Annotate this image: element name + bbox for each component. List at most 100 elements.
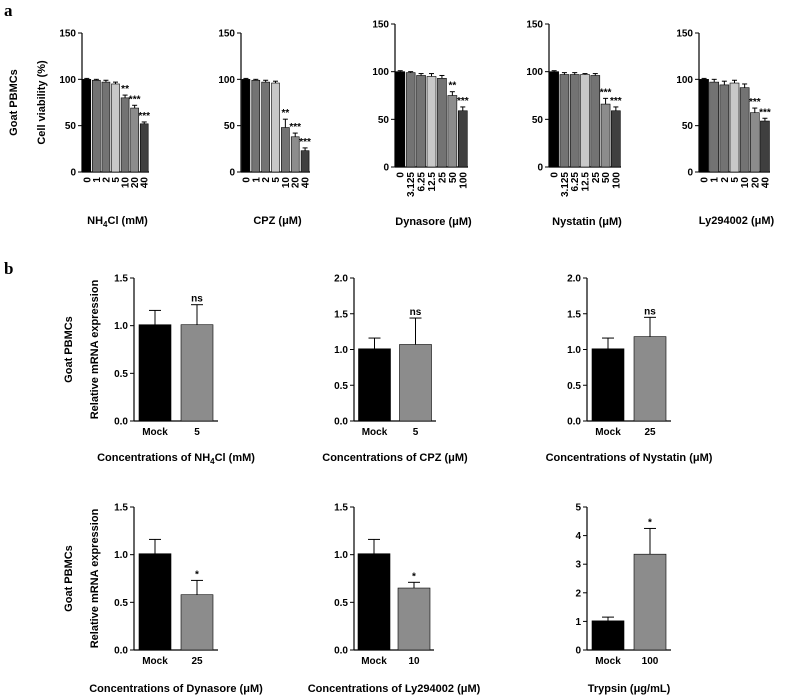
x-axis-label: Concentrations of CPZ (μM) <box>322 452 468 464</box>
chart-b2: 0.0 0.5 1.0 1.5 2.0 Mock ns 5 Concentrations of … <box>322 274 468 465</box>
y-tick-label: 0.5 <box>334 598 348 609</box>
y-tick-label: 150 <box>526 20 543 31</box>
bar-0 <box>549 71 559 168</box>
significance-label: ** <box>121 84 129 95</box>
bar-3-125 <box>559 74 570 168</box>
x-tick-label: 0 <box>396 172 407 178</box>
y-tick-label: 50 <box>65 121 77 132</box>
x-axis-label: Trypsin (μg/mL) <box>588 683 671 695</box>
x-tick-label: 12.5 <box>581 172 592 192</box>
x-tick-label: 20 <box>130 177 141 189</box>
significance-label: *** <box>610 96 622 107</box>
y-tick-label: 50 <box>378 115 390 126</box>
y-tick-label: 150 <box>59 29 76 40</box>
x-tick-label: 2 <box>101 177 112 183</box>
significance-label: * <box>412 571 416 582</box>
x-axis-label: NH4Cl (mM) <box>87 215 148 229</box>
x-tick-label: 100 <box>611 172 622 189</box>
bar-100 <box>611 110 621 168</box>
chart-b5: 0.0 0.5 1.0 1.5 Mock * 10 Concentrations of Ly2… <box>308 503 481 696</box>
y-tick-label: 0.5 <box>114 369 128 380</box>
x-tick-label: 1 <box>92 177 103 183</box>
y-tick-label: 0.0 <box>334 646 348 657</box>
row-label: Goat PBMCs <box>63 545 75 612</box>
x-tick-label: 2 <box>720 177 731 183</box>
significance-label: ** <box>281 108 289 119</box>
bar-12-5 <box>426 76 437 168</box>
x-axis-label: CPZ (μM) <box>253 215 302 227</box>
y-tick-label: 2.0 <box>334 274 348 285</box>
bar-5 <box>271 82 280 173</box>
significance-label: ns <box>410 307 422 318</box>
bar-10 <box>397 587 431 651</box>
y-axis-label: Relative mRNA expression <box>89 508 101 648</box>
y-tick-label: 5 <box>575 503 581 514</box>
y-tick-label: 150 <box>218 29 235 40</box>
significance-label: *** <box>129 94 141 105</box>
y-tick-label: 1.0 <box>334 550 348 561</box>
x-tick-label: 12.5 <box>427 172 438 192</box>
x-tick-label: 0 <box>82 177 93 183</box>
bar-40 <box>300 150 310 173</box>
x-tick-label: Mock <box>142 656 168 667</box>
y-tick-label: 0 <box>575 646 581 657</box>
bar-50 <box>600 103 611 168</box>
x-tick-label: 3.125 <box>406 172 417 197</box>
y-axis-label: Relative mRNA expression <box>89 279 101 419</box>
bar-0 <box>241 79 251 173</box>
panel-a-letter: a <box>4 1 13 20</box>
x-tick-label: Mock <box>595 656 621 667</box>
bar-25 <box>180 594 214 651</box>
bar-mock <box>591 348 625 422</box>
x-axis-label: Concentrations of NH4Cl (mM) <box>97 452 255 466</box>
x-tick-label: 40 <box>301 177 312 189</box>
y-tick-label: 1.5 <box>334 503 348 514</box>
significance-label: *** <box>749 97 761 108</box>
x-axis-label-base: Concentrations of NH <box>97 452 210 464</box>
x-tick-label: 25 <box>191 656 203 667</box>
x-tick-label: 50 <box>448 172 459 184</box>
significance-label: ns <box>191 294 203 305</box>
bar-10 <box>120 97 130 173</box>
significance-label: ns <box>644 306 656 317</box>
bar-20 <box>749 112 760 173</box>
y-tick-label: 1.5 <box>334 309 348 320</box>
x-tick-label: 100 <box>458 172 469 189</box>
y-tick-label: 0 <box>70 168 76 179</box>
bar-3-125 <box>405 72 416 168</box>
x-tick-label: Mock <box>362 427 388 438</box>
x-tick-label: 10 <box>740 177 751 189</box>
x-tick-label: 25 <box>437 172 448 184</box>
chart-b6: 0 1 2 3 4 5 Mock * 100 Trypsin (μg/mL) <box>575 503 671 695</box>
x-axis-label: Nystatin (μM) <box>552 216 622 228</box>
bar-10 <box>281 127 290 173</box>
bar-1 <box>709 81 720 173</box>
y-tick-label: 1.5 <box>114 274 128 285</box>
bar-10 <box>739 87 750 173</box>
x-axis-label: Ly294002 (μM) <box>699 215 775 227</box>
bar-5 <box>729 82 740 173</box>
y-tick-label: 100 <box>526 67 543 78</box>
y-tick-label: 100 <box>218 75 235 86</box>
row-label: Goat PBMCs <box>63 316 75 383</box>
x-tick-label: 6.25 <box>570 172 581 192</box>
bar-1 <box>92 79 101 173</box>
y-tick-label: 1.5 <box>567 309 581 320</box>
y-tick-label: 50 <box>532 115 544 126</box>
x-axis-label: Concentrations of Dynasore (μM) <box>89 683 263 695</box>
bar-6-25 <box>416 75 426 168</box>
x-tick-label: 100 <box>642 656 659 667</box>
bar-100 <box>457 110 468 168</box>
chart-b4: 0.0 0.5 1.0 1.5 Mock * 25 Concentrations of Dyn… <box>63 503 263 696</box>
y-tick-label: 0.5 <box>114 598 128 609</box>
bar-0 <box>82 79 92 173</box>
y-tick-label: 1.0 <box>334 345 348 356</box>
y-tick-label: 1.0 <box>114 321 128 332</box>
bar-20 <box>290 136 300 173</box>
y-tick-label: 1 <box>575 617 581 628</box>
x-tick-label: 3.125 <box>560 172 571 197</box>
y-tick-label: 0 <box>687 168 693 179</box>
